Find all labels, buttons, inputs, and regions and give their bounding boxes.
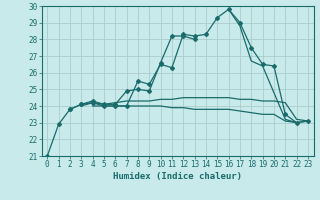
X-axis label: Humidex (Indice chaleur): Humidex (Indice chaleur) (113, 172, 242, 181)
